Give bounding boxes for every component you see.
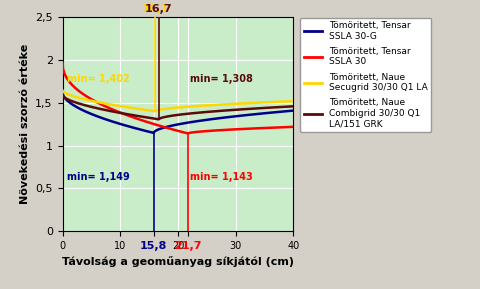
Text: min= 1,143: min= 1,143 [189, 172, 252, 182]
Text: 16,1: 16,1 [141, 4, 169, 14]
Legend: Tömöritett, Tensar
SSLA 30-G, Tömöritett, Tensar
SSLA 30, Tömöritett, Naue
Secug: Tömöritett, Tensar SSLA 30-G, Tömöritett… [300, 18, 431, 132]
Text: min= 1,308: min= 1,308 [189, 74, 252, 84]
Text: min= 1,149: min= 1,149 [67, 172, 130, 182]
Text: 16,7: 16,7 [145, 4, 172, 14]
X-axis label: Távolság a geoműanyag síkjától (cm): Távolság a geoműanyag síkjától (cm) [62, 256, 293, 267]
Text: min= 1,402: min= 1,402 [67, 74, 130, 84]
Y-axis label: Növekedési szorzó értéke: Növekedési szorzó értéke [20, 44, 30, 204]
